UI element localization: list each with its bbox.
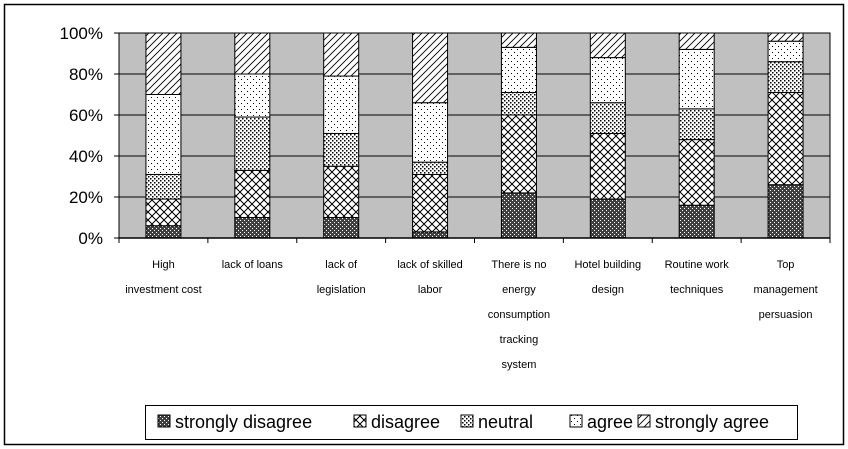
bar-segment-strongly-agree <box>323 32 360 77</box>
legend-swatch-neutral <box>460 414 474 428</box>
category-labels: High investment cost lack of loans lack of l… <box>125 259 817 371</box>
bar-segment-agree <box>145 94 182 175</box>
bar-segment-neutral <box>234 116 271 171</box>
legend: strongly disagree disagree neutral agree str… <box>157 412 769 432</box>
category-label: lack of skilled <box>397 259 462 271</box>
y-axis-ticks: 0% 20% 40% 60% 80% 100% <box>60 24 119 248</box>
category-label: High <box>152 259 175 271</box>
category-label: system <box>502 359 537 371</box>
bar-segment-neutral <box>145 173 182 200</box>
y-tick-label: 100% <box>60 24 103 43</box>
bar-segment-strongly-disagree <box>412 231 449 239</box>
bar-segment-strongly-disagree <box>767 184 804 239</box>
bar-segment-neutral <box>589 102 626 134</box>
category-label: lack of loans <box>222 259 284 271</box>
bar-segment-neutral <box>678 108 715 141</box>
bar-segment-strongly-agree <box>678 32 715 50</box>
bar-segment-disagree <box>589 132 626 200</box>
y-tick-label: 0% <box>78 229 103 248</box>
category-label: lack of <box>325 259 358 271</box>
bar-segment-disagree <box>323 165 360 218</box>
category-label: persuasion <box>759 309 813 321</box>
bar-segment-disagree <box>767 91 804 186</box>
bar-segment-agree <box>323 75 360 134</box>
category-label: Top <box>777 259 795 271</box>
bar-segment-neutral <box>412 161 449 175</box>
legend-swatch-disagree <box>353 414 367 428</box>
y-tick-label: 80% <box>69 65 103 84</box>
bar-segment-neutral <box>323 132 360 167</box>
legend-label-strongly-disagree: strongly disagree <box>175 412 312 432</box>
category-label: labor <box>418 284 443 296</box>
category-label: techniques <box>670 284 724 296</box>
category-label: energy <box>502 284 536 296</box>
y-tick-label: 40% <box>69 147 103 166</box>
bar-segment-agree <box>412 102 449 163</box>
legend-label-neutral: neutral <box>478 412 533 432</box>
legend-swatch-strongly-disagree <box>157 414 171 428</box>
bar-segment-disagree <box>234 169 271 219</box>
bar-segment-strongly-disagree <box>589 198 626 239</box>
bar-segment-disagree <box>412 173 449 233</box>
bar-segment-neutral <box>500 91 537 116</box>
category-label: There is no <box>491 259 546 271</box>
category-label: design <box>592 284 624 296</box>
y-tick-label: 20% <box>69 188 103 207</box>
bar-segment-strongly-disagree <box>500 192 537 239</box>
bar-segment-strongly-disagree <box>323 217 360 239</box>
category-label: legislation <box>317 284 366 296</box>
bar-segment-agree <box>767 40 804 63</box>
bar-segment-strongly-agree <box>767 32 804 42</box>
x-axis <box>118 237 831 243</box>
bar-segment-strongly-agree <box>500 32 537 48</box>
category-label: tracking <box>500 334 539 346</box>
legend-label-disagree: disagree <box>371 412 440 432</box>
bar-segment-disagree <box>678 139 715 206</box>
bar-segment-strongly-agree <box>589 32 626 59</box>
bar-segment-disagree <box>500 114 537 194</box>
bar-segment-strongly-agree <box>412 32 449 104</box>
legend-swatch-strongly-agree <box>637 414 651 428</box>
category-label: management <box>753 284 817 296</box>
category-label: consumption <box>488 309 550 321</box>
bar-segment-agree <box>589 57 626 104</box>
bar-segment-strongly-disagree <box>234 217 271 239</box>
y-tick-label: 60% <box>69 106 103 125</box>
bar-segment-agree <box>500 46 537 93</box>
category-label: Routine work <box>665 259 730 271</box>
bar-segment-disagree <box>145 198 182 227</box>
category-label: investment cost <box>125 284 201 296</box>
bar-segment-strongly-agree <box>234 32 271 75</box>
bar-segment-agree <box>678 48 715 110</box>
plot-area <box>118 32 831 239</box>
bar-segment-strongly-agree <box>145 32 182 95</box>
legend-label-agree: agree <box>587 412 633 432</box>
bar-segment-strongly-disagree <box>678 204 715 239</box>
legend-label-strongly-agree: strongly agree <box>655 412 769 432</box>
bars <box>145 32 804 239</box>
bar-segment-strongly-disagree <box>145 225 182 239</box>
bar-segment-neutral <box>767 61 804 93</box>
bar-segment-agree <box>234 73 271 118</box>
category-label: Hotel building <box>574 259 641 271</box>
legend-swatch-agree <box>569 414 583 428</box>
